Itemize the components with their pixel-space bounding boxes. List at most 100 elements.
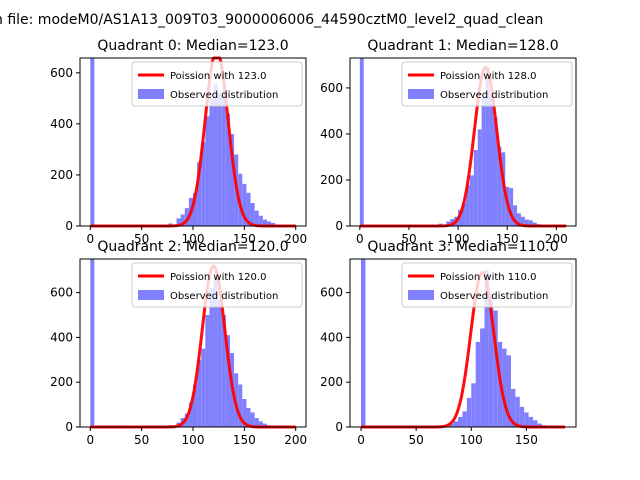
panel-title: Quadrant 2: Median=120.0 [97,239,288,255]
histogram-bar [493,310,498,427]
histogram-bar [359,58,364,226]
x-tick-label: 100 [460,433,483,447]
histogram-bar [250,412,255,427]
histogram-bar [258,421,263,427]
axes-frame [349,258,577,428]
histogram-bar [466,397,472,427]
histogram-bar [193,192,198,226]
x-tick-label: 150 [496,232,519,246]
histogram-bar [197,359,202,427]
histogram-bar [477,129,482,226]
histogram-bar [180,214,185,226]
histogram-bar [449,423,454,427]
histogram-bar [510,388,516,427]
quadrant-panel-0: 0 50 100 150 200 0 200 400 600 Quadrant 0: Median… [50,38,307,246]
histogram-bar [450,219,455,226]
y-tick-label: 200 [320,173,343,187]
x-tick-label: 50 [401,232,416,246]
x-tick-label: 200 [284,433,307,447]
legend-hist-label: Observed distribution [440,90,548,101]
histogram-bar [532,222,537,226]
quadrant-panel-1: 0 50 100 150 200 0 200 400 600 Quadrant 1: Median… [320,38,577,246]
histogram-bar [217,93,222,226]
histogram-bar [238,384,243,427]
x-tick-label: 150 [233,232,256,246]
histogram-bar [462,411,467,427]
x-tick-label: 0 [356,232,364,246]
histogram-bar [537,423,542,427]
histogram-bar [258,215,263,226]
histogram-bar [266,221,272,226]
histogram-bar [213,276,218,427]
histogram-bar [484,270,489,427]
legend-curve-label: Poission with 123.0 [170,71,266,82]
legend-hist-swatch [138,290,164,300]
panel-title: Quadrant 3: Median=110.0 [367,239,558,255]
histogram-bar [458,416,463,427]
histogram-bar [473,150,478,226]
x-tick-label: 150 [233,433,256,447]
histogram-bar [213,84,218,226]
histogram-bar [246,192,251,226]
histogram-bar [221,315,226,427]
histogram-bar [205,315,210,427]
histogram-bar [176,218,181,226]
x-tick-label: 100 [182,232,205,246]
y-tick-label: 400 [320,127,343,141]
histogram-bar [242,399,247,427]
histogram-bar [262,423,267,427]
legend-curve-label: Poission with 120.0 [170,272,266,283]
histogram-bar [462,202,466,226]
histogram-bar [465,184,470,226]
histogram-bar [488,294,494,427]
y-tick-label: 400 [50,330,73,344]
histogram-bar [209,98,214,226]
histogram-bar [502,348,507,427]
histogram-bar [225,113,230,226]
histogram-bar [453,421,459,427]
y-tick-label: 600 [320,81,343,95]
quadrant-panel-3: 0 50 100 150 0 200 400 600 Quadrant 3: Median=11… [320,239,577,447]
legend-curve-label: Poission with 128.0 [440,71,536,82]
legend-hist-swatch [408,89,434,99]
histogram-bar [246,407,251,427]
histogram-bar [471,383,476,427]
legend-curve-label: Poission with 110.0 [440,272,536,283]
histogram-bar [221,95,226,226]
legend-hist-swatch [138,89,164,99]
histogram-bar [184,208,189,226]
histogram-bar [480,328,485,427]
histogram-bar [193,384,198,427]
x-tick-label: 150 [515,433,538,447]
histogram-bar [513,205,518,226]
x-tick-label: 0 [86,232,94,246]
histogram-bar [209,288,214,427]
legend-hist-swatch [408,290,434,300]
histogram-bar [489,97,494,226]
legend-box [131,262,303,308]
histogram-bar [254,418,259,427]
histogram-bar [524,219,529,226]
histogram-bar [533,420,538,427]
histogram-bar [497,146,502,226]
histogram-bar [201,141,206,226]
y-tick-label: 600 [50,286,73,300]
histogram-bar [262,219,267,226]
histogram-bar [528,220,533,226]
histogram-bar [475,341,481,427]
legend-box [401,61,573,107]
axes-frame [349,57,577,227]
figure-suptitle: n file: modeM0/AS1A13_009T03_9000006006_… [0,12,543,28]
panel-title: Quadrant 1: Median=128.0 [367,38,558,54]
y-tick-label: 400 [50,117,73,131]
x-tick-label: 0 [357,433,365,447]
histogram-bar [485,67,490,227]
histogram-bar [528,416,534,427]
y-tick-label: 0 [65,219,73,233]
histogram-bar [509,188,514,226]
histogram-bar [188,402,193,427]
x-tick-label: 0 [86,433,94,447]
quadrant-panel-2: 0 50 100 150 200 0 200 400 600 Quadrant 2: Median… [50,239,307,447]
histogram-bar [254,210,259,226]
